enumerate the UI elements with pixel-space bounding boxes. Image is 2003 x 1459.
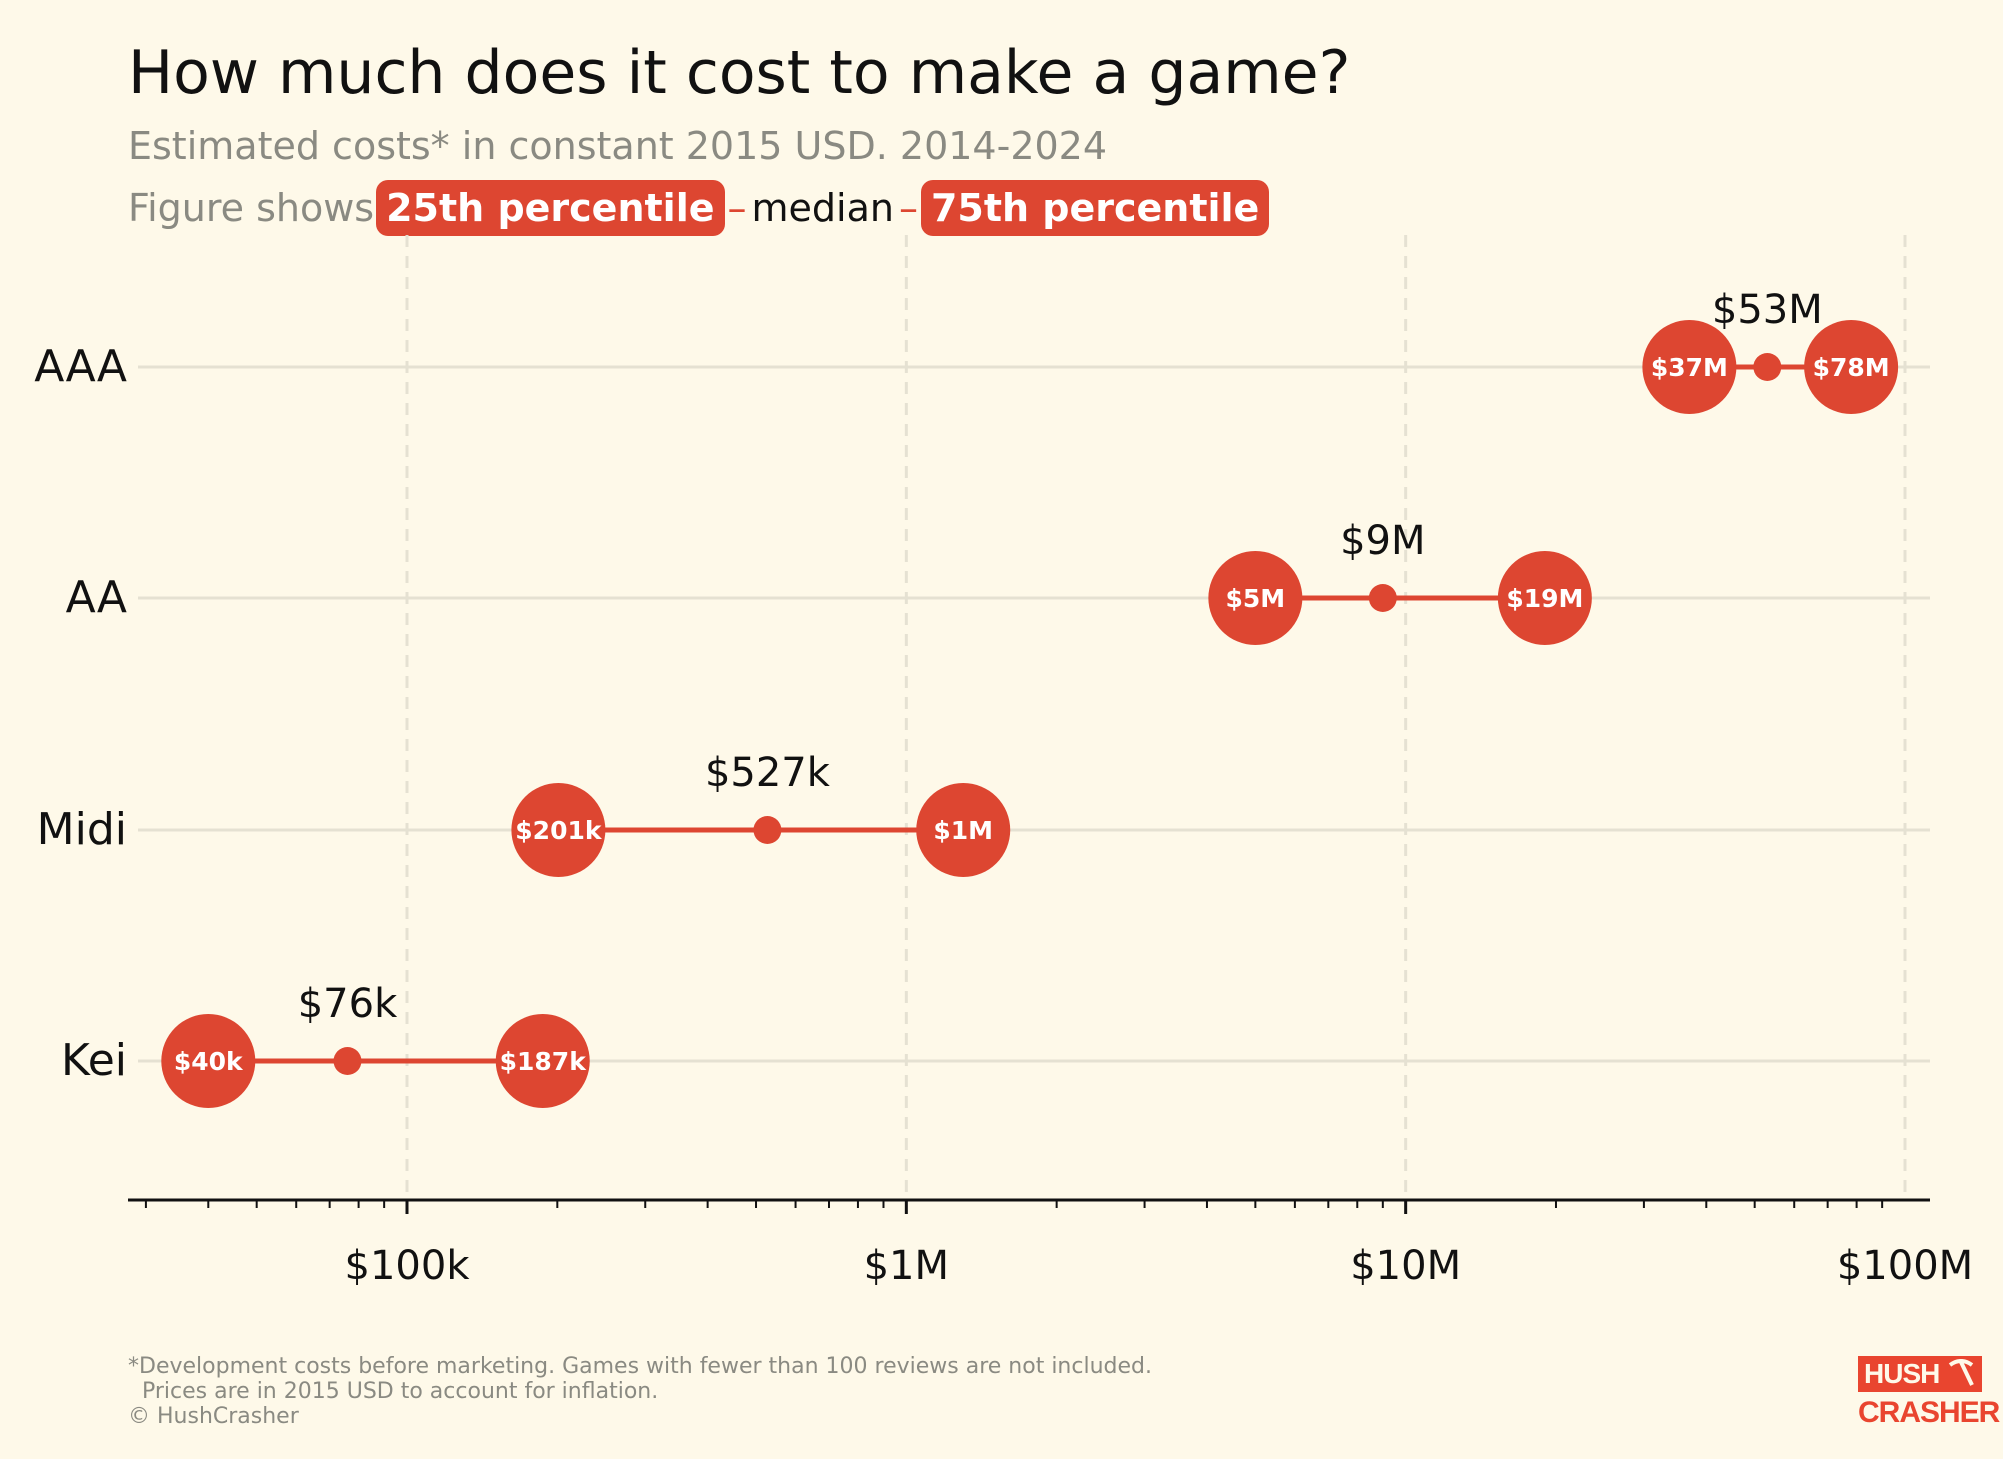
median-label: $76k <box>298 981 398 1027</box>
p75-label: $78M <box>1813 353 1890 382</box>
p25-point <box>511 783 606 877</box>
legend: Figure shows 25th percentile – median – … <box>128 180 1271 236</box>
legend-separator: – <box>727 186 747 230</box>
logo-line-1: HUSH <box>1858 1356 1983 1392</box>
footnote-line-2: Prices are in 2015 USD to account for in… <box>142 1379 659 1404</box>
p25-point <box>1642 320 1737 414</box>
median-label: $527k <box>705 750 831 796</box>
p75-label: $19M <box>1506 584 1583 613</box>
logo-line-2: CRASHER <box>1858 1396 2000 1429</box>
category-label: Kei <box>61 1035 127 1086</box>
p25-point <box>1208 551 1303 645</box>
pickaxe-icon <box>1948 1359 1974 1386</box>
median-point <box>1753 353 1782 381</box>
legend-median: median <box>751 186 894 230</box>
median-point <box>1368 584 1397 612</box>
copyright-credit: © HushCrasher <box>128 1404 299 1429</box>
p75-label: $187k <box>500 1047 588 1076</box>
p75-point <box>916 783 1011 877</box>
median-label: $53M <box>1712 287 1823 333</box>
p25-point <box>161 1014 256 1108</box>
category-label: AAA <box>34 341 127 392</box>
p75-label: $1M <box>933 816 993 845</box>
p25-label: $37M <box>1651 353 1728 382</box>
category-label: Midi <box>37 804 127 855</box>
legend-p75-pill: 75th percentile <box>920 180 1270 236</box>
hushcrasher-logo: HUSH CRASHER <box>1858 1356 2000 1438</box>
footnote-line-1: *Development costs before marketing. Gam… <box>128 1354 1152 1379</box>
x-tick-label: $100k <box>345 1243 471 1289</box>
legend-p25-pill: 25th percentile <box>376 180 725 236</box>
median-point <box>333 1047 362 1075</box>
median-point <box>753 816 782 844</box>
p25-label: $40k <box>174 1047 244 1076</box>
x-tick-label: $1M <box>864 1243 949 1289</box>
chart-title: How much does it cost to make a game? <box>128 38 1351 108</box>
p25-label: $201k <box>515 816 603 845</box>
p75-point <box>495 1014 590 1108</box>
x-tick-label: $100M <box>1837 1243 1973 1289</box>
category-label: AA <box>66 572 127 623</box>
p25-label: $5M <box>1226 584 1286 613</box>
p75-point <box>1497 551 1592 645</box>
median-label: $9M <box>1340 518 1425 564</box>
footnote: *Development costs before marketing. Gam… <box>128 1354 1152 1429</box>
legend-prefix: Figure shows <box>128 186 375 230</box>
x-tick-label: $10M <box>1350 1243 1461 1289</box>
p75-point <box>1804 320 1899 414</box>
legend-separator: – <box>898 186 918 230</box>
chart-subtitle: Estimated costs* in constant 2015 USD. 2… <box>128 124 1108 168</box>
